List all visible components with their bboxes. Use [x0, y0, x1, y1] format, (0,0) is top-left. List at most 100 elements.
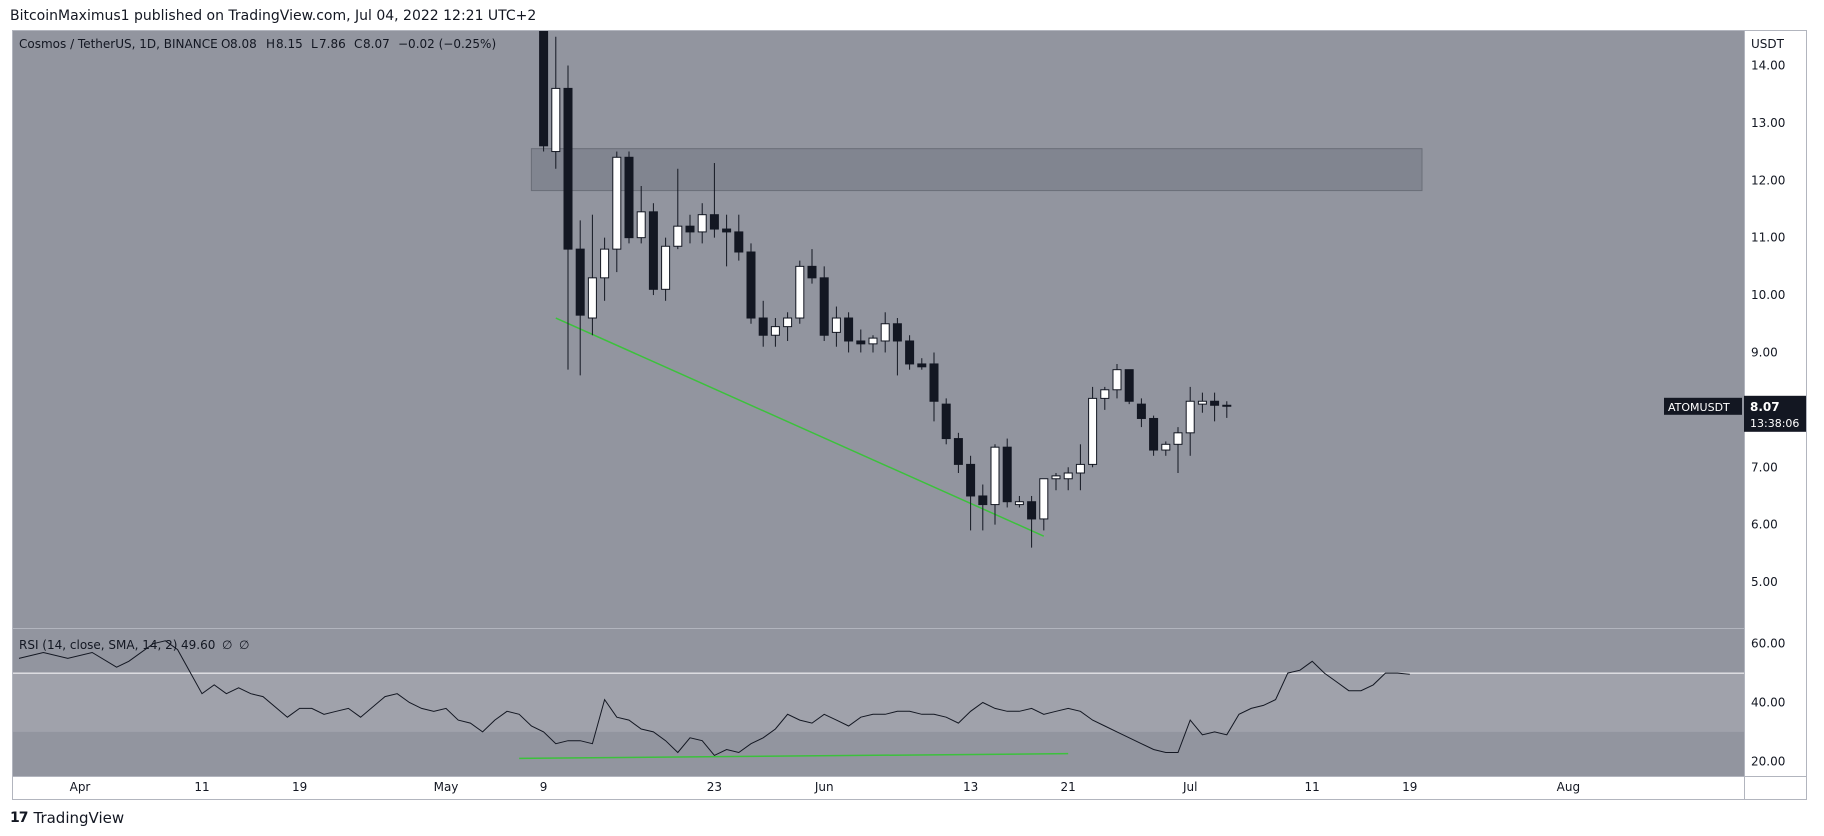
candle — [917, 358, 927, 370]
time-axis-tick-label: 21 — [1061, 780, 1076, 794]
time-axis-tick-label: Jun — [814, 780, 834, 794]
publish-info: BitcoinMaximus1 published on TradingView… — [10, 8, 537, 24]
candle-body — [819, 277, 829, 336]
candle-body — [892, 323, 902, 342]
candle-body — [1222, 404, 1232, 407]
candle-body — [624, 156, 634, 239]
price-trendline — [555, 317, 1045, 537]
candle — [831, 306, 841, 347]
candle — [746, 243, 756, 324]
candle — [1063, 467, 1073, 491]
price-axis-tick-label: 6.00 — [1751, 518, 1778, 532]
candle-body — [697, 214, 707, 233]
candle — [966, 455, 976, 531]
price-pane-background — [13, 31, 1744, 628]
time-axis-tick-label: Aug — [1557, 780, 1580, 794]
rsi-trendline — [519, 752, 1069, 760]
candle-body — [709, 214, 719, 230]
time-axis-tick-label: 23 — [707, 780, 722, 794]
chart-frame: 5.006.007.008.009.0010.0011.0012.0013.00… — [12, 30, 1807, 800]
candle-body — [563, 87, 573, 250]
candle-body — [600, 248, 610, 279]
legend-high-label: H — [266, 37, 275, 51]
candle — [1112, 363, 1122, 399]
candle-body — [880, 323, 890, 342]
tradingview-logo-icon: 17 — [10, 810, 29, 826]
candle — [770, 318, 780, 347]
candle — [1185, 386, 1195, 456]
candle-body — [1210, 400, 1220, 406]
candle — [1210, 392, 1220, 422]
candle-body — [1149, 417, 1159, 451]
candle — [661, 237, 671, 301]
candle-body — [795, 265, 805, 319]
candle — [1088, 386, 1098, 468]
price-axis-tick-label: 13.00 — [1751, 116, 1785, 130]
candle — [1149, 415, 1159, 456]
candle-body — [734, 231, 744, 253]
candle — [563, 65, 573, 370]
chart-svg[interactable]: 5.006.007.008.009.0010.0011.0012.0013.00… — [13, 31, 1806, 799]
candle — [1173, 427, 1183, 474]
badge-price: 8.07 — [1750, 400, 1780, 414]
candle-body — [783, 317, 793, 328]
rsi-legend-label: RSI (14, close, SMA, 14, 2) — [19, 638, 177, 652]
time-axis-tick-label: 13 — [963, 780, 978, 794]
candle — [697, 203, 707, 244]
legend-symbol: Cosmos / TetherUS, 1D, BINANCE — [19, 37, 218, 51]
rsi-legend-extra-2: ∅ — [239, 638, 249, 652]
candle-body — [587, 277, 597, 319]
candle-body — [990, 446, 1000, 506]
candle-body — [758, 317, 768, 336]
legend-open-label: O — [221, 37, 230, 51]
candle — [758, 300, 768, 347]
candle-body — [1088, 397, 1098, 465]
time-axis-tick-label: Jul — [1182, 780, 1197, 794]
time-axis-tick-label: 9 — [540, 780, 548, 794]
candle-body — [1075, 463, 1085, 474]
legend-close-value: 8.07 — [363, 37, 390, 51]
candle — [783, 312, 793, 341]
resistance-zone — [530, 148, 1423, 192]
badge-price-bg — [1744, 395, 1806, 432]
candle — [1039, 478, 1049, 531]
candle-body — [929, 363, 939, 402]
candle — [1027, 495, 1037, 548]
rsi-axis-tick-label: 40.00 — [1751, 696, 1785, 710]
candle — [953, 432, 963, 474]
candle — [807, 249, 817, 284]
candle — [551, 36, 561, 169]
legend-close-label: C — [354, 37, 362, 51]
candle-body — [917, 363, 927, 368]
rsi-band — [13, 673, 1744, 732]
price-axis-tick-label: 7.00 — [1751, 460, 1778, 474]
candle — [1002, 438, 1012, 508]
price-axis-tick-label: 14.00 — [1751, 58, 1785, 72]
candle — [1124, 369, 1134, 405]
candle — [624, 151, 634, 244]
price-axis-tick-label: 5.00 — [1751, 575, 1778, 589]
candle-body — [1112, 369, 1122, 391]
candle-body — [1161, 443, 1171, 451]
candle-body — [1185, 400, 1195, 434]
footer: 17 TradingView — [10, 808, 124, 828]
rsi-legend: RSI (14, close, SMA, 14, 2) 49.60 ∅ ∅ — [19, 638, 249, 652]
candle-body — [746, 251, 756, 319]
footer-brand[interactable]: TradingView — [33, 809, 125, 827]
candle — [795, 260, 805, 324]
candle — [709, 163, 719, 238]
candle — [587, 214, 597, 336]
candle-body — [844, 317, 854, 342]
time-axis-tick-label: Apr — [70, 780, 91, 794]
badge-countdown: 13:38:06 — [1750, 417, 1799, 430]
candle-body — [539, 31, 549, 147]
candle-body — [648, 211, 658, 290]
candle — [1051, 473, 1061, 491]
candle-body — [1100, 389, 1110, 399]
candle-body — [966, 463, 976, 497]
rsi-axis-tick-label: 20.00 — [1751, 754, 1785, 768]
candle-body — [612, 156, 622, 250]
price-axis-tick-label: 9.00 — [1751, 345, 1778, 359]
candle-body — [685, 225, 695, 233]
legend-low-value: 7.86 — [319, 37, 346, 51]
